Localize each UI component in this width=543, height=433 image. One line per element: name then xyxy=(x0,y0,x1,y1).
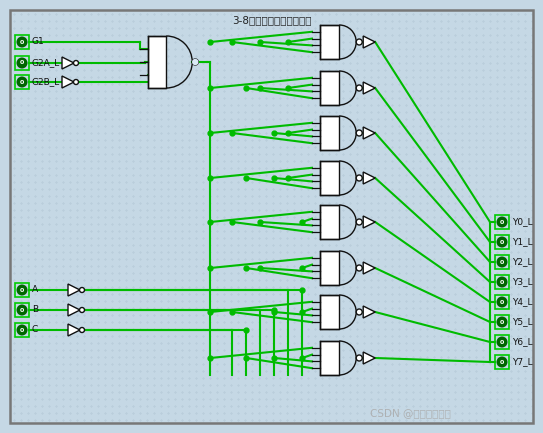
Bar xyxy=(320,251,339,285)
Circle shape xyxy=(496,297,508,307)
Text: Y3_L: Y3_L xyxy=(512,278,533,287)
Bar xyxy=(148,36,166,88)
Circle shape xyxy=(356,265,362,271)
Circle shape xyxy=(192,59,198,65)
Circle shape xyxy=(16,77,28,87)
Text: 0: 0 xyxy=(500,339,504,345)
Bar xyxy=(320,116,339,150)
Text: 0: 0 xyxy=(20,61,24,65)
Bar xyxy=(320,341,339,375)
Circle shape xyxy=(73,80,79,84)
Text: Y1_L: Y1_L xyxy=(512,237,533,246)
Text: 0: 0 xyxy=(20,80,24,84)
Text: Y0_L: Y0_L xyxy=(512,217,533,226)
Circle shape xyxy=(356,130,362,136)
Circle shape xyxy=(496,216,508,227)
Polygon shape xyxy=(68,324,80,336)
Bar xyxy=(495,315,509,329)
Bar xyxy=(15,303,29,317)
Text: 0: 0 xyxy=(500,220,504,224)
Polygon shape xyxy=(363,352,375,364)
Bar xyxy=(495,335,509,349)
Bar xyxy=(320,205,339,239)
Text: Y7_L: Y7_L xyxy=(512,358,533,366)
Polygon shape xyxy=(68,284,80,296)
Circle shape xyxy=(73,61,79,65)
Circle shape xyxy=(79,327,85,333)
Circle shape xyxy=(356,175,362,181)
Bar xyxy=(320,25,339,59)
Circle shape xyxy=(496,336,508,348)
Bar xyxy=(15,56,29,70)
Text: C: C xyxy=(32,326,38,335)
Text: G1: G1 xyxy=(32,38,45,46)
Polygon shape xyxy=(363,262,375,274)
Circle shape xyxy=(496,317,508,327)
Text: G2B_L: G2B_L xyxy=(32,78,60,87)
Text: 0: 0 xyxy=(20,39,24,45)
Polygon shape xyxy=(363,127,375,139)
Circle shape xyxy=(356,219,362,225)
Circle shape xyxy=(496,277,508,288)
Circle shape xyxy=(356,309,362,315)
Circle shape xyxy=(496,256,508,268)
Text: 0: 0 xyxy=(20,288,24,293)
Bar xyxy=(495,275,509,289)
Bar xyxy=(495,355,509,369)
Polygon shape xyxy=(62,76,74,88)
Circle shape xyxy=(192,59,198,65)
Bar xyxy=(15,283,29,297)
Circle shape xyxy=(16,58,28,68)
Text: B: B xyxy=(32,306,38,314)
Text: 3-8译码器子模块实现区域: 3-8译码器子模块实现区域 xyxy=(232,15,312,25)
Bar xyxy=(320,295,339,329)
Polygon shape xyxy=(363,172,375,184)
Bar xyxy=(495,255,509,269)
Polygon shape xyxy=(68,304,80,316)
Circle shape xyxy=(496,236,508,248)
Circle shape xyxy=(79,307,85,313)
Text: G2A_L: G2A_L xyxy=(32,58,60,68)
Text: Y5_L: Y5_L xyxy=(512,317,533,326)
Circle shape xyxy=(16,36,28,48)
Polygon shape xyxy=(363,82,375,94)
Text: 0: 0 xyxy=(500,239,504,245)
Polygon shape xyxy=(62,57,74,69)
Circle shape xyxy=(496,356,508,368)
Bar xyxy=(495,235,509,249)
Text: 0: 0 xyxy=(500,300,504,304)
Text: 0: 0 xyxy=(20,307,24,313)
Bar xyxy=(15,75,29,89)
Circle shape xyxy=(16,324,28,336)
Text: 0: 0 xyxy=(500,259,504,265)
Bar xyxy=(15,323,29,337)
Text: Y6_L: Y6_L xyxy=(512,337,533,346)
Bar xyxy=(495,215,509,229)
Bar xyxy=(320,161,339,195)
Text: 0: 0 xyxy=(20,327,24,333)
Text: A: A xyxy=(32,285,38,294)
Bar xyxy=(320,71,339,105)
Bar xyxy=(15,35,29,49)
Text: Y2_L: Y2_L xyxy=(512,258,533,266)
Text: Y4_L: Y4_L xyxy=(512,297,533,307)
Circle shape xyxy=(16,284,28,295)
Bar xyxy=(495,295,509,309)
Circle shape xyxy=(356,39,362,45)
Circle shape xyxy=(79,288,85,293)
Text: 0: 0 xyxy=(500,279,504,284)
Polygon shape xyxy=(363,216,375,228)
Text: 0: 0 xyxy=(500,320,504,324)
Polygon shape xyxy=(363,36,375,48)
Polygon shape xyxy=(363,306,375,318)
Circle shape xyxy=(356,85,362,91)
Text: 0: 0 xyxy=(500,359,504,365)
Circle shape xyxy=(356,355,362,361)
Text: CSDN @追逐远方的梦: CSDN @追逐远方的梦 xyxy=(370,408,451,418)
Circle shape xyxy=(16,304,28,316)
